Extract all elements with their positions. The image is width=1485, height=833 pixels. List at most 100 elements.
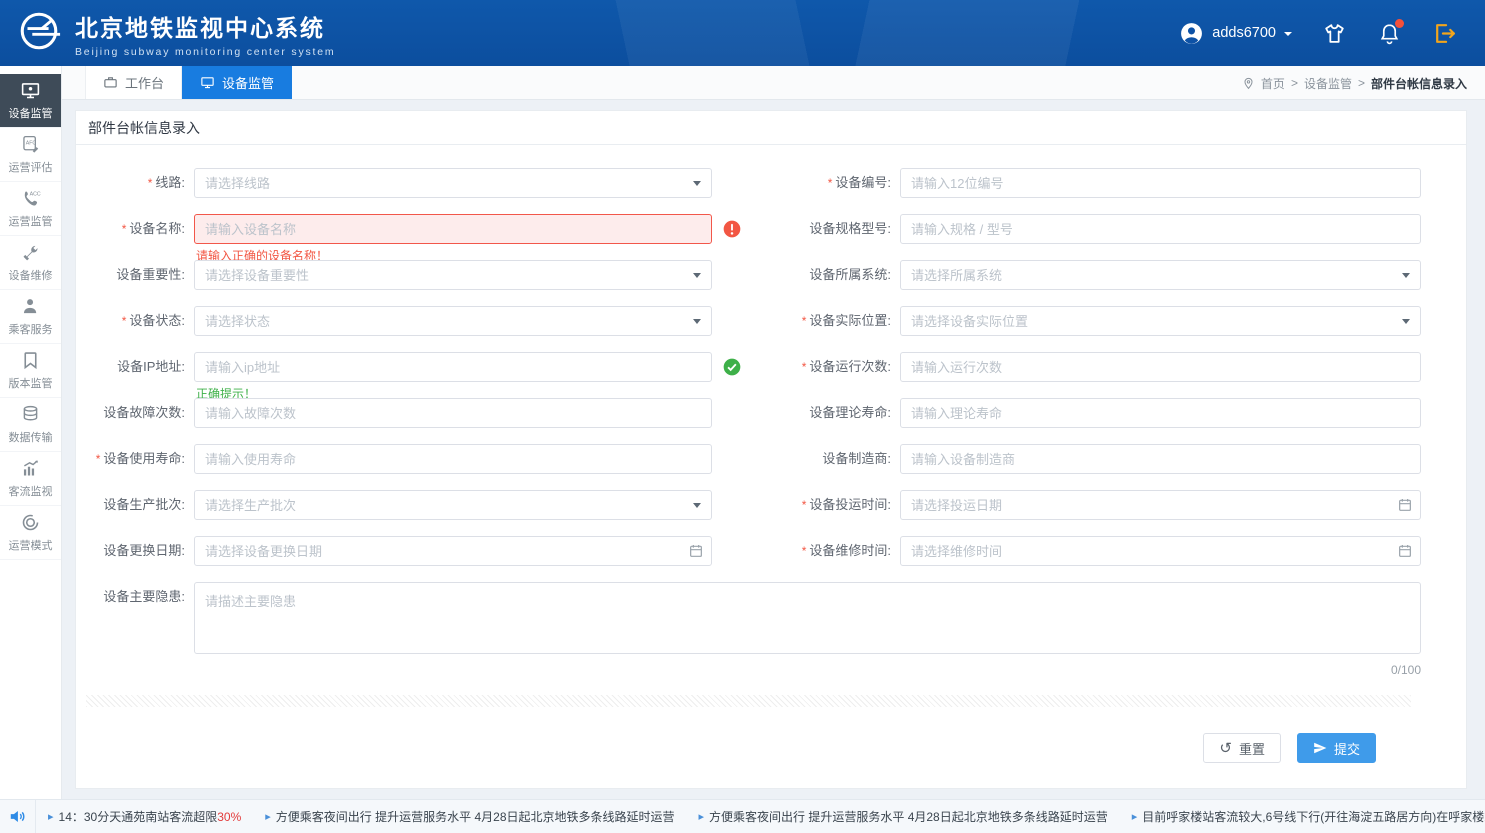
speaker-icon xyxy=(0,800,36,833)
calendar-icon[interactable] xyxy=(688,543,704,559)
success-message: 正确提示！ xyxy=(196,387,257,401)
line-select[interactable] xyxy=(194,168,712,198)
breadcrumb-separator: > xyxy=(1290,76,1298,90)
breadcrumb-home[interactable]: 首页 xyxy=(1260,76,1285,91)
maintenance-date-picker[interactable] xyxy=(900,536,1421,566)
submit-button[interactable]: 提交 xyxy=(1296,733,1376,763)
field-manufacturer: 设备制造商: xyxy=(778,444,1421,474)
sidebar-item-device-monitoring[interactable]: 设备监管 xyxy=(0,74,61,128)
run-count-input[interactable] xyxy=(900,352,1421,382)
chevron-down-icon xyxy=(1402,273,1410,282)
ticker-item: ▸ 方便乘客夜间出行 提升运营服务水平 4月28日起北京地铁多条线路延时运营 xyxy=(698,810,1108,824)
hatched-divider xyxy=(86,695,1411,707)
flow-chart-icon xyxy=(23,460,38,476)
service-life-input[interactable] xyxy=(194,444,712,474)
sidebar-item-operation-supervision[interactable]: ACC 运营监管 xyxy=(0,182,61,236)
component-ledger-form: 线路: 设备编号: 设备名称: xyxy=(76,145,1466,763)
tab-workbench[interactable]: 工作台 xyxy=(85,66,183,99)
ticker-arrow-icon: ▸ xyxy=(265,811,271,823)
app-subtitle: Beijing subway monitoring center system xyxy=(75,45,336,58)
commission-date-picker[interactable] xyxy=(900,490,1421,520)
field-label: 设备维修时间: xyxy=(778,536,900,566)
location-select[interactable] xyxy=(900,306,1421,336)
tab-label: 设备监管 xyxy=(222,76,275,91)
field-label: 设备故障次数: xyxy=(103,405,185,420)
breadcrumb-separator: > xyxy=(1357,76,1365,90)
sidebar-item-label: 客流监视 xyxy=(8,486,53,498)
sidebar-item-data-transfer[interactable]: 数据传输 xyxy=(0,398,61,452)
submit-label: 提交 xyxy=(1333,741,1360,757)
ticker-items: ▸ 14：30分天通苑南站客流超限 30% ▸ 方便乘客夜间出行 提升运营服务水… xyxy=(36,808,1485,825)
user-menu[interactable]: adds6700 xyxy=(1179,21,1292,46)
field-theory-life: 设备理论寿命: xyxy=(778,398,1421,428)
sidebar-item-passenger-flow[interactable]: 客流监视 xyxy=(0,452,61,506)
system-select[interactable] xyxy=(900,260,1421,290)
monitor-icon xyxy=(21,83,40,99)
field-ip-address: 设备IP地址: 正确提示！ xyxy=(76,352,741,401)
ticker-item: ▸ 方便乘客夜间出行 提升运营服务水平 4月28日起北京地铁多条线路延时运营 xyxy=(265,810,675,824)
calendar-icon[interactable] xyxy=(1397,543,1413,559)
breadcrumb-device-monitoring[interactable]: 设备监管 xyxy=(1303,76,1352,91)
reset-icon: ↺ xyxy=(1219,739,1232,757)
app-header: 北京地铁监视中心系统 Beijing subway monitoring cen… xyxy=(0,0,1485,66)
hazard-textarea[interactable] xyxy=(194,582,1421,654)
device-number-input[interactable] xyxy=(900,168,1421,198)
sidebar-item-label: 数据传输 xyxy=(8,432,53,444)
svg-text:AFC: AFC xyxy=(26,141,37,147)
field-label: 设备生产批次: xyxy=(103,497,185,512)
importance-select[interactable] xyxy=(194,260,712,290)
chevron-down-icon xyxy=(693,181,701,190)
sidebar-item-passenger-service[interactable]: 乘客服务 xyxy=(0,290,61,344)
notifications-bell-icon[interactable] xyxy=(1377,18,1404,46)
field-label: 设备规格型号: xyxy=(809,221,891,236)
briefcase-icon xyxy=(104,77,117,88)
device-name-input[interactable] xyxy=(194,214,712,244)
ticker-arrow-icon: ▸ xyxy=(1131,811,1138,823)
field-device-name: 设备名称: 请输入正确的设备名称！ xyxy=(76,214,741,263)
theme-shirt-icon[interactable] xyxy=(1322,21,1347,46)
avatar xyxy=(1179,21,1204,46)
error-message: 请输入正确的设备名称！ xyxy=(196,249,329,263)
reset-button[interactable]: ↺ 重置 xyxy=(1203,733,1281,763)
field-fault-count: 设备故障次数: xyxy=(76,398,712,428)
field-main-hazard: 设备主要隐患: 0/100 xyxy=(76,582,1421,677)
sidebar-item-label: 运营评估 xyxy=(8,162,53,174)
sidebar: 设备监管 AFC 运营评估 ACC 运营监管 设备维修 乘客服务 版本监管 xyxy=(0,66,62,799)
chevron-down-icon xyxy=(693,319,701,328)
field-system: 设备所属系统: xyxy=(778,260,1421,290)
field-label: 设备IP地址: xyxy=(117,359,185,374)
replace-date-picker[interactable] xyxy=(194,536,712,566)
field-commission-date: 设备投运时间: xyxy=(778,490,1421,520)
status-select[interactable] xyxy=(194,306,712,336)
sidebar-item-label: 设备维修 xyxy=(8,270,53,282)
tab-device-monitoring[interactable]: 设备监管 xyxy=(182,66,293,99)
field-maintenance-date: 设备维修时间: xyxy=(778,536,1421,566)
sidebar-item-operation-evaluation[interactable]: AFC 运营评估 xyxy=(0,128,61,182)
field-label: 设备重要性: xyxy=(116,267,185,282)
field-line: 线路: xyxy=(76,168,712,198)
sidebar-item-operation-mode[interactable]: 运营模式 xyxy=(0,506,61,560)
fault-count-input[interactable] xyxy=(194,398,712,428)
manufacturer-input[interactable] xyxy=(900,444,1421,474)
field-label: 设备投运时间: xyxy=(778,490,900,520)
database-icon xyxy=(23,405,38,421)
ip-address-input[interactable] xyxy=(194,352,712,382)
theory-life-input[interactable] xyxy=(900,398,1421,428)
spec-model-input[interactable] xyxy=(900,214,1421,244)
logout-icon[interactable] xyxy=(1432,21,1457,46)
field-label: 设备更换日期: xyxy=(103,543,185,558)
passenger-icon xyxy=(23,299,37,314)
sidebar-item-label: 运营模式 xyxy=(8,540,53,552)
ticker-item: ▸ 14：30分天通苑南站客流超限 30% xyxy=(48,809,242,825)
location-pin-icon xyxy=(1244,77,1253,89)
field-label: 设备编号: xyxy=(778,168,900,198)
success-icon xyxy=(722,357,742,377)
news-ticker-bar: ▸ 14：30分天通苑南站客流超限 30% ▸ 方便乘客夜间出行 提升运营服务水… xyxy=(0,799,1485,833)
production-batch-select[interactable] xyxy=(194,490,712,520)
notification-badge xyxy=(1395,18,1404,28)
sidebar-item-label: 运营监管 xyxy=(8,216,53,228)
sidebar-item-version-monitoring[interactable]: 版本监管 xyxy=(0,344,61,398)
afc-evaluation-icon: AFC xyxy=(23,135,39,153)
sidebar-item-device-repair[interactable]: 设备维修 xyxy=(0,236,61,290)
calendar-icon[interactable] xyxy=(1397,497,1413,513)
